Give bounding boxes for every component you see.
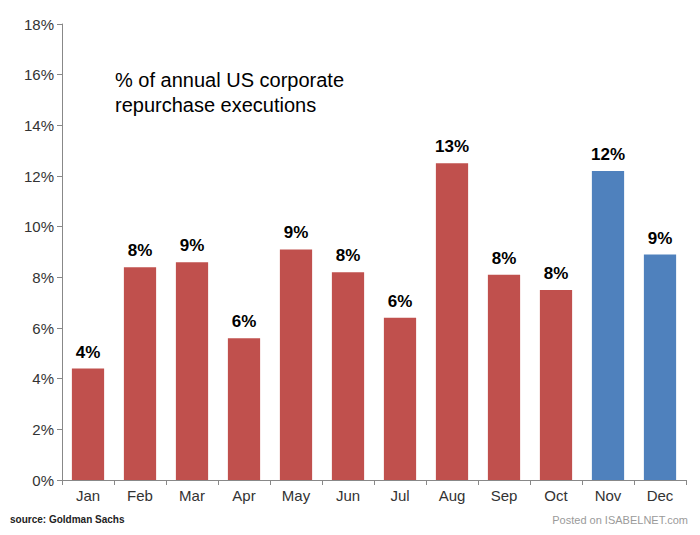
svg-text:9%: 9% [648,229,673,248]
svg-text:Oct: Oct [544,487,568,504]
svg-text:12%: 12% [24,168,54,185]
svg-text:13%: 13% [435,137,469,156]
svg-text:10%: 10% [24,218,54,235]
svg-text:18%: 18% [24,16,54,33]
svg-text:repurchase executions: repurchase executions [115,94,316,116]
svg-text:4%: 4% [32,370,54,387]
svg-text:May: May [282,487,311,504]
svg-text:Jan: Jan [76,487,100,504]
svg-text:6%: 6% [32,320,54,337]
svg-text:Dec: Dec [647,487,674,504]
svg-text:Apr: Apr [232,487,255,504]
svg-text:Mar: Mar [179,487,205,504]
svg-text:Posted on ISABELNET.com: Posted on ISABELNET.com [552,514,688,526]
svg-text:6%: 6% [388,292,413,311]
svg-text:14%: 14% [24,117,54,134]
svg-text:6%: 6% [232,312,257,331]
svg-text:Aug: Aug [439,487,466,504]
svg-text:16%: 16% [24,66,54,83]
svg-text:8%: 8% [544,264,569,283]
svg-text:12%: 12% [591,145,625,164]
svg-text:Jul: Jul [390,487,409,504]
svg-text:8%: 8% [32,269,54,286]
svg-text:9%: 9% [180,236,205,255]
svg-text:4%: 4% [76,343,101,362]
svg-text:source: Goldman Sachs: source: Goldman Sachs [10,514,125,525]
svg-text:8%: 8% [336,246,361,265]
svg-text:2%: 2% [32,421,54,438]
svg-text:Feb: Feb [127,487,153,504]
svg-text:8%: 8% [492,249,517,268]
svg-text:8%: 8% [128,241,153,260]
svg-text:9%: 9% [284,223,309,242]
svg-text:Jun: Jun [336,487,360,504]
svg-text:Nov: Nov [595,487,622,504]
svg-text:Sep: Sep [491,487,518,504]
svg-text:% of annual US corporate: % of annual US corporate [115,69,344,91]
svg-text:0%: 0% [32,472,54,489]
